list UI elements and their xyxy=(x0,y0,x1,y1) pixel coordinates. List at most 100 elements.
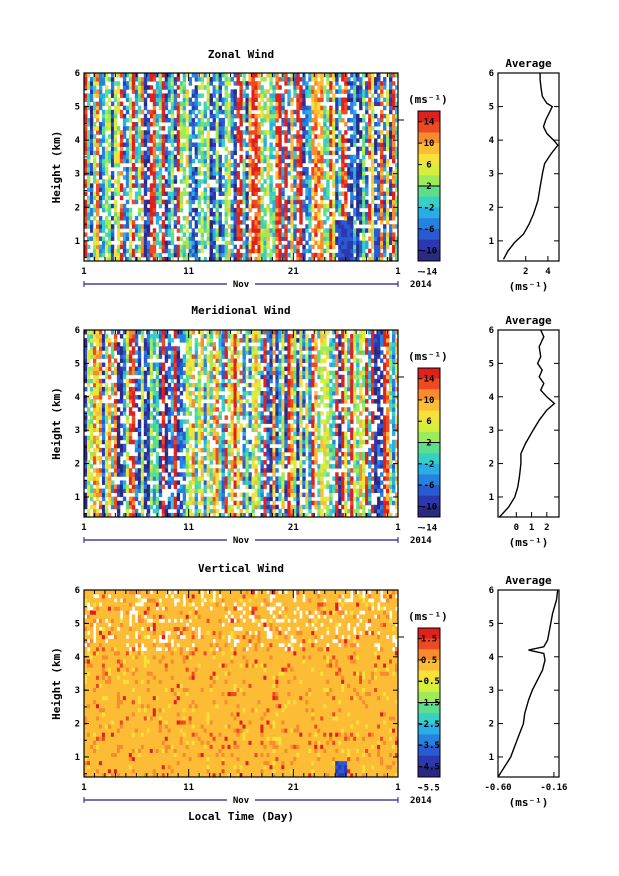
heatmap-cell xyxy=(179,195,184,201)
heatmap-cell xyxy=(287,216,291,221)
heatmap-cell xyxy=(263,142,267,147)
heatmap-cell xyxy=(188,154,193,160)
heatmap-cell xyxy=(146,464,151,469)
heatmap-cell xyxy=(236,81,240,86)
heatmap-cell xyxy=(155,451,160,457)
heatmap-cell xyxy=(113,93,118,98)
heatmap-cell xyxy=(173,407,178,412)
heatmap-cell xyxy=(167,395,172,400)
heatmap-cell xyxy=(131,472,136,477)
heatmap-cell xyxy=(311,73,315,78)
heatmap-cell xyxy=(158,195,163,201)
heatmap-cell xyxy=(380,207,384,213)
heatmap-cell xyxy=(185,512,190,518)
heatmap-cell xyxy=(206,154,210,160)
heatmap-cell xyxy=(104,158,109,164)
heatmap-cell xyxy=(362,216,366,221)
heatmap-cell xyxy=(326,77,330,82)
heatmap-cell xyxy=(245,211,249,217)
heatmap-cell xyxy=(110,195,115,201)
heatmap-cell xyxy=(101,224,106,229)
heatmap-cell xyxy=(341,105,345,111)
heatmap-cell xyxy=(332,236,336,241)
heatmap-cell xyxy=(179,403,184,408)
heatmap-cell xyxy=(260,138,264,143)
heatmap-cell xyxy=(242,183,246,188)
heatmap-cell xyxy=(143,500,148,506)
heatmap-cell xyxy=(239,93,243,98)
heatmap-cell xyxy=(305,105,309,111)
heatmap-cell xyxy=(185,382,190,388)
heatmap-cell xyxy=(164,203,169,209)
heatmap-cell xyxy=(194,248,199,254)
heatmap-cell xyxy=(92,346,97,351)
heatmap-cell xyxy=(257,113,261,119)
heatmap-cell xyxy=(146,330,151,335)
heatmap-cell xyxy=(344,122,348,127)
heatmap-cell xyxy=(371,134,375,139)
heatmap-cell xyxy=(257,134,261,139)
heatmap-cell xyxy=(152,399,157,404)
heatmap-cell xyxy=(104,354,109,359)
heatmap-cell xyxy=(371,113,375,119)
heatmap-cell xyxy=(107,158,112,164)
heatmap-cell xyxy=(350,195,354,201)
heatmap-cell xyxy=(374,130,378,135)
heatmap-cell xyxy=(122,411,127,416)
heatmap-cell xyxy=(98,488,103,494)
heatmap-cell xyxy=(167,460,172,465)
heatmap-cell xyxy=(389,252,393,258)
heatmap-cell xyxy=(113,150,118,156)
heatmap-cell xyxy=(203,150,208,156)
heatmap-cell xyxy=(113,403,118,408)
heatmap-cell xyxy=(95,187,100,192)
heatmap-cell xyxy=(326,150,330,156)
heatmap-cell xyxy=(191,134,196,139)
heatmap-cell xyxy=(302,134,306,139)
heatmap-cell xyxy=(137,167,142,172)
heatmap-cell xyxy=(188,175,193,180)
colorbar-tick-label: 14 xyxy=(424,118,435,128)
heatmap-cell xyxy=(242,244,246,250)
heatmap-cell xyxy=(305,175,309,180)
heatmap-cell xyxy=(197,415,202,420)
heatmap-cell xyxy=(182,338,187,343)
heatmap-cell xyxy=(84,366,88,372)
heatmap-cell xyxy=(104,439,109,445)
heatmap-cell xyxy=(356,240,360,246)
heatmap-cell xyxy=(275,232,279,237)
heatmap-cell xyxy=(131,415,136,420)
heatmap-cell xyxy=(377,228,381,233)
heatmap-cell xyxy=(248,73,252,78)
heatmap-cell xyxy=(134,508,139,514)
heatmap-cell xyxy=(128,500,133,506)
heatmap-cell xyxy=(122,175,127,180)
month-label-bg xyxy=(227,279,255,289)
heatmap-cell xyxy=(215,134,219,139)
heatmap-cell xyxy=(137,195,142,201)
heatmap-cell xyxy=(86,162,91,168)
heatmap-cell xyxy=(185,330,190,335)
heatmap-cell xyxy=(284,150,288,156)
heatmap-cell xyxy=(212,126,216,131)
heatmap-cell xyxy=(137,236,142,241)
heatmap-cell xyxy=(194,496,199,502)
heatmap-cell xyxy=(377,207,381,213)
heatmap-cell xyxy=(332,138,336,143)
heatmap-cell xyxy=(95,472,100,477)
heatmap-cell xyxy=(194,504,199,510)
heatmap-cell xyxy=(176,142,181,147)
heatmap-cell xyxy=(152,244,157,250)
heatmap-cell xyxy=(224,134,228,139)
heatmap-cell xyxy=(89,207,94,213)
heatmap-cell xyxy=(143,374,148,380)
heatmap-cell xyxy=(302,89,306,94)
heatmap-cell xyxy=(116,187,121,192)
heatmap-cell xyxy=(84,374,88,380)
heatmap-cell xyxy=(224,101,228,107)
heatmap-cell xyxy=(209,240,213,246)
heatmap-cell xyxy=(392,203,396,209)
heatmap-cell xyxy=(353,228,357,233)
heatmap-cell xyxy=(185,244,190,250)
heatmap-cell xyxy=(224,207,228,213)
